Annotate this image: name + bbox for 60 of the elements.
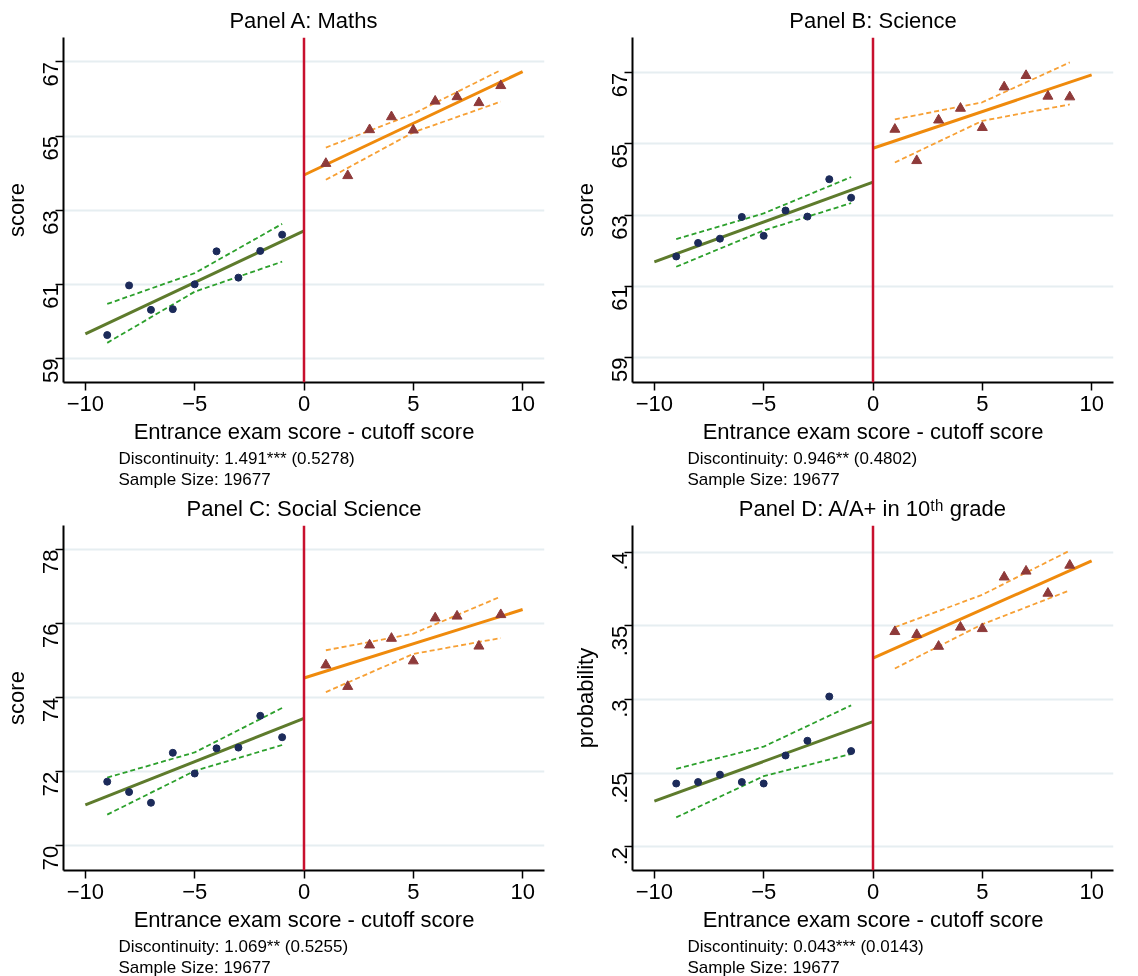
chart-title: Panel A: Maths [229,7,378,33]
y-tick-label: 67 [607,72,632,98]
x-axis-title: Entrance exam score - cutoff score [133,418,475,444]
y-tick-label: .4 [607,552,632,571]
x-tick-label: −5 [751,390,777,416]
chart-title: Panel B: Science [789,7,957,33]
y-tick-label: 70 [38,845,63,871]
x-axis-title: Entrance exam score - cutoff score [133,906,475,932]
x-axis-title: Entrance exam score - cutoff score [702,418,1044,444]
chart-title: Panel D: A/A+ in 10ᵗʰ grade [738,495,1006,521]
x-tick-label: 10 [510,390,535,416]
x-tick-label: −10 [66,390,105,416]
text: Sample Size: 19677 [118,469,271,489]
y-tick-label: 61 [38,284,63,309]
text: Sample Size: 19677 [118,957,271,976]
y-axis-title: score [572,183,598,237]
x-tick-label: 5 [407,390,420,416]
chart-title: Panel C: Social Science [186,495,422,521]
text: Discontinuity: 0.946** (0.4802) [687,448,918,468]
x-tick-label: −5 [182,878,208,904]
y-tick-label: 76 [38,623,63,649]
x-tick-label: 10 [1079,390,1104,416]
y-tick-label: .2 [607,846,632,866]
x-tick-label: 0 [866,878,880,904]
y-tick-label: 72 [38,771,63,797]
y-tick-label: 61 [607,286,632,311]
y-axis-title: score [3,671,29,725]
text: Sample Size: 19677 [687,469,840,489]
x-tick-label: 0 [866,390,880,416]
y-tick-label: .35 [607,625,632,657]
x-tick-label: −10 [66,878,105,904]
y-tick-label: 65 [38,136,63,161]
y-tick-label: 63 [607,215,632,240]
y-tick-label: .25 [607,773,632,804]
y-tick-label: 65 [607,143,632,169]
y-tick-label: 59 [38,358,63,383]
y-tick-label: 74 [38,697,63,723]
text: Discontinuity: 1.069** (0.5255) [118,936,349,956]
y-tick-label: 63 [38,210,63,235]
y-tick-label: 59 [607,357,632,383]
x-axis-title: Entrance exam score - cutoff score [702,906,1044,932]
x-tick-label: 0 [297,390,311,416]
y-axis-title: score [3,183,29,237]
x-tick-label: 10 [510,878,535,904]
y-tick-label: 67 [38,61,63,87]
y-tick-label: .3 [607,699,632,718]
x-tick-label: 5 [976,390,989,416]
text: Discontinuity: 0.043*** (0.0143) [687,936,924,956]
y-axis-title: probability [572,647,598,749]
x-tick-label: 5 [407,878,420,904]
text: Sample Size: 19677 [687,957,840,976]
x-tick-label: −10 [635,878,674,904]
x-tick-label: −5 [182,390,208,416]
x-tick-label: 5 [976,878,989,904]
y-tick-label: 78 [38,549,63,575]
text: Discontinuity: 1.491*** (0.5278) [118,448,355,468]
x-tick-label: −5 [751,878,777,904]
x-tick-label: −10 [635,390,674,416]
x-tick-label: 10 [1079,878,1104,904]
x-tick-label: 0 [297,878,311,904]
